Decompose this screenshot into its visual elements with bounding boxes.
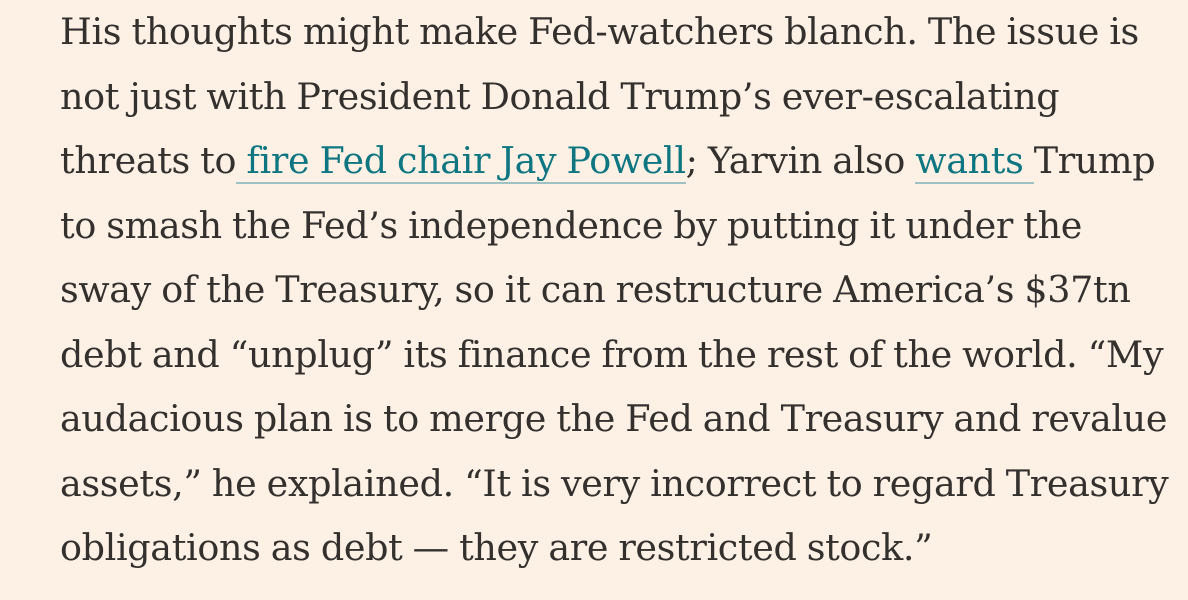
- paragraph-line-4: to smash the Fed’s independence by putti…: [60, 203, 1082, 247]
- line-3-text-after-link: Trump: [1033, 139, 1156, 182]
- wants-link[interactable]: wants: [915, 139, 1034, 184]
- paragraph-line-3: threats to fire Fed chair Jay Powell; Ya…: [60, 129, 1170, 194]
- paragraph-line-2: not just with President Donald Trump’s e…: [60, 74, 1060, 118]
- line-3-text-middle: ; Yarvin also: [685, 139, 916, 182]
- paragraph-line-8: assets,” he explained. “It is very incor…: [60, 461, 1169, 505]
- article-paragraph: His thoughts might make Fed-watchers bla…: [60, 0, 1170, 581]
- paragraph-line-1: His thoughts might make Fed-watchers bla…: [60, 10, 1139, 53]
- paragraph-line-5: sway of the Treasury, so it can restruct…: [60, 268, 1131, 311]
- paragraph-line-7: audacious plan is to merge the Fed and T…: [60, 397, 1168, 440]
- paragraph-line-9: obligations as debt — they are restricte…: [60, 526, 933, 569]
- line-3-text-before-link: threats to: [60, 139, 237, 182]
- paragraph-line-6: debt and “unplug” its finance from the r…: [60, 332, 1164, 376]
- fire-powell-link[interactable]: fire Fed chair Jay Powell: [236, 139, 686, 184]
